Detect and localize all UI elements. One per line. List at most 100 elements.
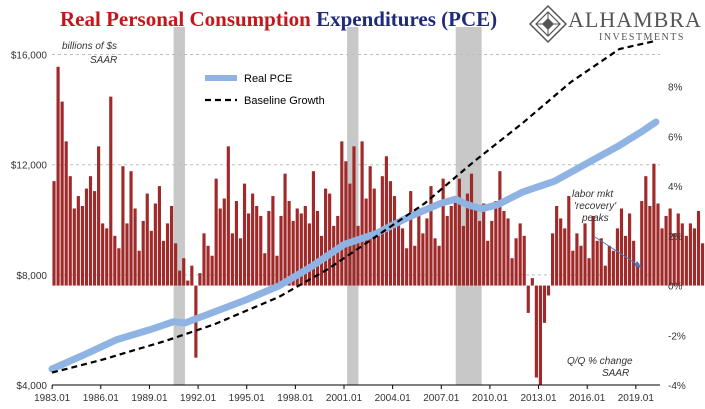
qq-bar xyxy=(84,188,89,286)
qq-bar xyxy=(656,203,660,286)
qq-bar xyxy=(214,178,218,286)
qq-bar xyxy=(291,220,295,286)
qq-bar xyxy=(494,201,498,286)
qq-bar xyxy=(644,176,648,286)
x-tick-label: 2010.01 xyxy=(472,393,509,404)
x-tick-label: 2004.01 xyxy=(375,393,412,404)
qq-bar xyxy=(64,141,68,286)
qq-bar xyxy=(392,196,397,286)
qq-bar xyxy=(324,188,328,286)
qq-bar xyxy=(652,163,656,286)
annotation-line-1: labor mkt xyxy=(572,189,614,200)
left-axis-ticks: $4,000 $8,000 $12,000 $16,000 xyxy=(11,51,48,392)
qq-bar xyxy=(190,265,194,286)
qq-bar xyxy=(161,240,166,286)
qq-bar xyxy=(449,206,453,286)
qq-bar xyxy=(311,171,316,286)
qq-bar xyxy=(153,203,157,286)
qq-bar xyxy=(76,196,80,286)
qq-change-bars xyxy=(52,66,705,385)
qq-bar xyxy=(230,233,234,286)
right-axis-unit: Q/Q % change xyxy=(567,356,633,367)
qq-bar xyxy=(555,206,559,286)
left-tick-label: $12,000 xyxy=(11,161,48,172)
qq-bar xyxy=(482,203,486,286)
qq-bar xyxy=(522,235,526,286)
qq-bar xyxy=(109,96,113,286)
qq-bar xyxy=(157,186,161,286)
qq-bar xyxy=(137,250,141,286)
qq-bar xyxy=(457,178,461,286)
qq-bar xyxy=(502,210,506,286)
qq-bar xyxy=(92,191,97,286)
left-axis-unit-sub: SAAR xyxy=(90,55,117,66)
qq-bar xyxy=(680,223,684,286)
qq-bar xyxy=(251,193,255,286)
qq-bar xyxy=(429,186,433,286)
qq-bar xyxy=(328,193,332,286)
qq-bar xyxy=(437,245,441,286)
qq-bar xyxy=(80,206,84,286)
qq-bar xyxy=(315,210,320,286)
qq-bar xyxy=(368,166,372,286)
qq-bar xyxy=(486,240,490,286)
x-tick-label: 2007.01 xyxy=(423,393,460,404)
qq-bar xyxy=(279,215,283,286)
qq-bar xyxy=(186,280,190,286)
annotation: labor mkt 'recovery' peaks xyxy=(572,189,642,268)
qq-bar xyxy=(226,146,230,286)
qq-bar xyxy=(615,228,620,286)
right-tick-label: 4% xyxy=(668,182,683,193)
logo-name: ALHAMBRA xyxy=(568,7,702,32)
qq-bar xyxy=(56,66,60,286)
qq-bar xyxy=(591,215,595,286)
qq-bar xyxy=(619,208,624,286)
qq-bar xyxy=(117,248,121,286)
qq-bar xyxy=(688,223,692,286)
left-tick-label: $8,000 xyxy=(16,271,47,282)
qq-bar xyxy=(352,146,356,286)
logo-subtitle: INVESTMENTS xyxy=(599,32,685,43)
qq-bar xyxy=(421,233,425,286)
qq-bar xyxy=(692,228,697,286)
right-tick-label: 2% xyxy=(668,232,683,243)
qq-bar xyxy=(287,201,291,286)
right-axis-ticks: -4% -2% 0% 2% 4% 6% 8% xyxy=(668,83,686,392)
qq-bar xyxy=(546,285,551,296)
qq-bar xyxy=(534,285,538,378)
legend-label-real-pce: Real PCE xyxy=(244,73,292,85)
qq-bar xyxy=(445,215,449,286)
qq-bar xyxy=(206,245,210,286)
qq-bar xyxy=(202,233,206,286)
qq-bar xyxy=(145,193,149,286)
qq-bar xyxy=(632,240,636,286)
right-axis-unit-sub: SAAR xyxy=(602,368,629,379)
qq-bar xyxy=(417,208,421,286)
qq-bar xyxy=(611,250,615,286)
right-tick-label: -2% xyxy=(668,331,686,342)
x-tick-label: 1992.01 xyxy=(180,393,217,404)
x-tick-label: 2016.01 xyxy=(569,393,606,404)
qq-bar xyxy=(551,233,555,286)
qq-bar xyxy=(636,263,640,286)
qq-bar xyxy=(72,208,76,286)
qq-bar xyxy=(518,223,522,286)
qq-bar xyxy=(514,238,518,286)
x-tick-label: 1983.01 xyxy=(34,393,71,404)
qq-bar xyxy=(441,178,445,286)
qq-bar xyxy=(607,245,611,286)
qq-bar xyxy=(348,183,352,286)
qq-bar xyxy=(506,218,510,286)
qq-bar xyxy=(255,206,259,286)
series-lines xyxy=(48,39,660,374)
recession-band-0 xyxy=(173,27,185,385)
x-tick-label: 1986.01 xyxy=(83,393,120,404)
x-tick-label: 1998.01 xyxy=(277,393,314,404)
qq-bar xyxy=(376,233,380,286)
qq-bar xyxy=(530,278,534,286)
x-tick-label: 2019.01 xyxy=(618,393,655,404)
qq-bar xyxy=(52,181,56,286)
qq-bar xyxy=(332,225,336,286)
